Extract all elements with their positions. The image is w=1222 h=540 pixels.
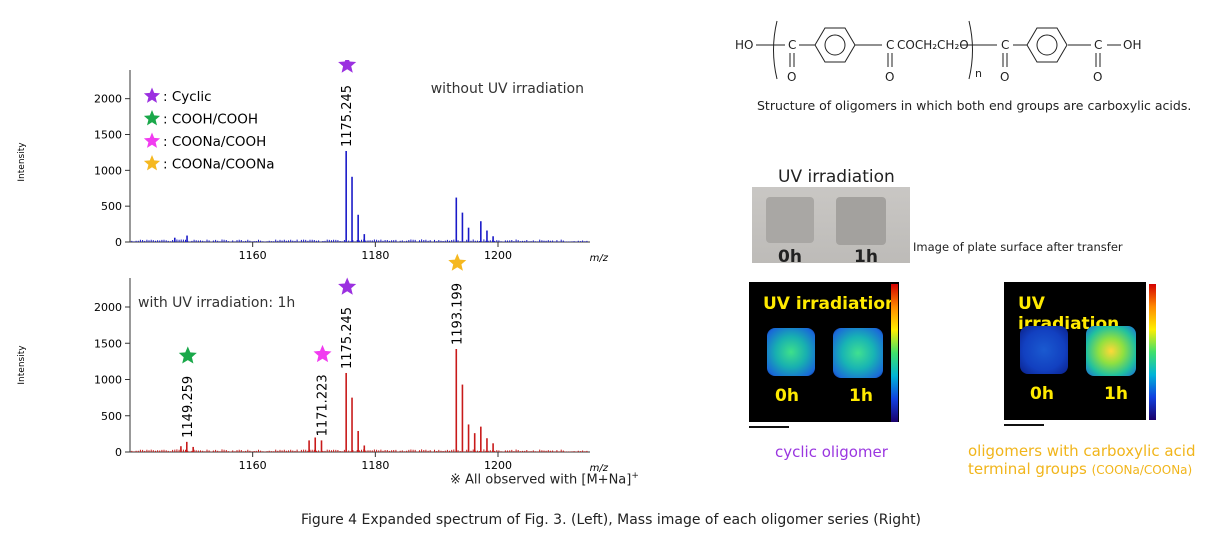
mass-image-cyclic: UV irradiation 0h 1h [749, 282, 899, 422]
repeat-bracket-left [773, 20, 778, 80]
figure-caption: Figure 4 Expanded spectrum of Fig. 3. (L… [300, 512, 922, 528]
x-tick-label: 1180 [361, 249, 389, 262]
plate-label-1h: 1h [854, 247, 878, 267]
legend-label-cooh_cooh: : COOH/COOH [163, 112, 258, 128]
carboxylic-caption-line1: oligomers with carboxylic acid [968, 442, 1196, 460]
carbonyl-o-3: O [1000, 70, 1009, 84]
x-tick-label: 1160 [239, 459, 267, 472]
colorbar-coona [1149, 284, 1156, 420]
peak-star-marker [338, 277, 357, 295]
observation-note-text: ※ All observed with [M+Na] [450, 472, 632, 488]
cyclic-oligomer-caption: cyclic oligomer [775, 443, 888, 461]
mass-image-title: UV irradiation [763, 294, 898, 314]
mass-label-0h: 0h [1030, 384, 1054, 404]
mass-label-0h: 0h [775, 386, 799, 406]
peak-label: 1175.245 [340, 85, 355, 147]
carbonyl-c-4: C [1094, 38, 1102, 52]
ho-group: HO [735, 38, 753, 52]
mass-spot-1h [1086, 326, 1136, 376]
peak-star-marker [178, 346, 197, 364]
chemical-structure: HO C O C COCH₂CH₂O O n C O C O OH [735, 20, 1141, 84]
y-tick-label: 1000 [94, 374, 122, 387]
legend-label-coona_cooh: : COONa/COOH [163, 134, 266, 150]
plate-caption: Image of plate surface after transfer [913, 240, 1123, 254]
scale-bar-coona [1004, 424, 1044, 426]
mass-label-1h: 1h [849, 386, 873, 406]
y-tick-label: 2000 [94, 93, 122, 106]
carbonyl-c-3: C [1001, 38, 1009, 52]
repeat-subscript-n: n [975, 67, 982, 80]
legend-star-coona_cooh [143, 132, 161, 148]
observation-note-sup: + [631, 471, 639, 481]
plate-spot-0h [766, 197, 814, 243]
peak-star-marker [313, 344, 332, 363]
y-tick-label: 0 [115, 446, 122, 459]
structure-caption: Structure of oligomers in which both end… [757, 98, 1192, 113]
plate-photo: 0h 1h [752, 187, 910, 267]
carboxylic-caption-line2-text: terminal groups [968, 460, 1087, 478]
benzene-ring-2 [1026, 27, 1068, 63]
y-tick-label: 0 [115, 236, 122, 249]
plate-title: UV irradiation [778, 167, 895, 187]
mass-label-1h: 1h [1104, 384, 1128, 404]
plate-label-0h: 0h [778, 247, 802, 267]
observation-note: ※ All observed with [M+Na]+ [450, 471, 639, 487]
colorbar-cyclic [891, 284, 898, 422]
x-tick-label: 1200 [484, 249, 512, 262]
spectra-panel: Intensity without UV irradiation m/z 0 50… [17, 60, 609, 474]
ester-group: COCH₂CH₂O [897, 38, 969, 52]
plate-spot-1h [836, 197, 886, 245]
oh-group: OH [1123, 38, 1141, 52]
peak-label: 1175.245 [340, 307, 355, 369]
x-tick-label: 1160 [239, 249, 267, 262]
mass-spot-1h [833, 328, 883, 378]
legend-star-cyclic [143, 87, 161, 103]
x-axis-label-top: m/z [590, 253, 609, 264]
spectrum-chart-bottom: Intensity with UV irradiation: 1h m/z 0 5… [17, 253, 609, 474]
carbonyl-o-2: O [885, 70, 894, 84]
peak-label: 1193.199 [450, 283, 465, 345]
mass-spot-0h [767, 328, 815, 376]
carbonyl-c-1: C [788, 38, 796, 52]
baseline-noise [131, 449, 588, 452]
y-tick-label: 1500 [94, 129, 122, 142]
spectrum-chart-top: Intensity without UV irradiation m/z 0 50… [17, 60, 609, 264]
carbonyl-c-2: C [886, 38, 894, 52]
scale-bar-cyclic [749, 426, 789, 428]
y-tick-label: 1000 [94, 164, 122, 177]
x-tick-label: 1180 [361, 459, 389, 472]
x-axis-label-bottom: m/z [590, 463, 609, 474]
y-tick-label: 1500 [94, 337, 122, 350]
y-tick-label: 500 [101, 200, 122, 213]
peak-label: 1149.259 [181, 376, 196, 438]
repeat-bracket-right [968, 20, 973, 80]
x-tick-label: 1200 [484, 459, 512, 472]
carbonyl-o-4: O [1093, 70, 1102, 84]
legend-label-cyclic: : Cyclic [163, 89, 212, 105]
peak-label: 1171.223 [316, 374, 331, 436]
benzene-ring-1 [814, 27, 856, 63]
carboxylic-caption-small: (COONa/COONa) [1091, 463, 1193, 477]
legend-star-coona_coona [143, 155, 161, 171]
legend: : Cyclic : COOH/COOH : COONa/COOH : COONa/C… [143, 87, 275, 173]
y-axis-label-top: Intensity [17, 142, 27, 182]
legend-label-coona_coona: : COONa/COONa [163, 157, 275, 173]
mass-spot-0h [1020, 326, 1068, 374]
carboxylic-caption-line2: terminal groups (COONa/COONa) [968, 460, 1195, 479]
y-tick-label: 500 [101, 410, 122, 423]
chart-title-top: without UV irradiation [431, 81, 584, 97]
chart-title-bottom: with UV irradiation: 1h [138, 295, 295, 311]
peak-star-marker [338, 60, 357, 73]
carbonyl-o-1: O [787, 70, 796, 84]
mass-image-coona: UV irradiation 0h 1h [1004, 282, 1146, 420]
carboxylic-oligomer-caption: oligomers with carboxylic acid terminal … [968, 442, 1195, 479]
legend-star-cooh_cooh [143, 110, 161, 126]
baseline-noise [131, 239, 588, 242]
peak-star-marker [448, 253, 467, 271]
y-tick-label: 2000 [94, 301, 122, 314]
y-axis-label-bottom: Intensity [17, 345, 27, 385]
